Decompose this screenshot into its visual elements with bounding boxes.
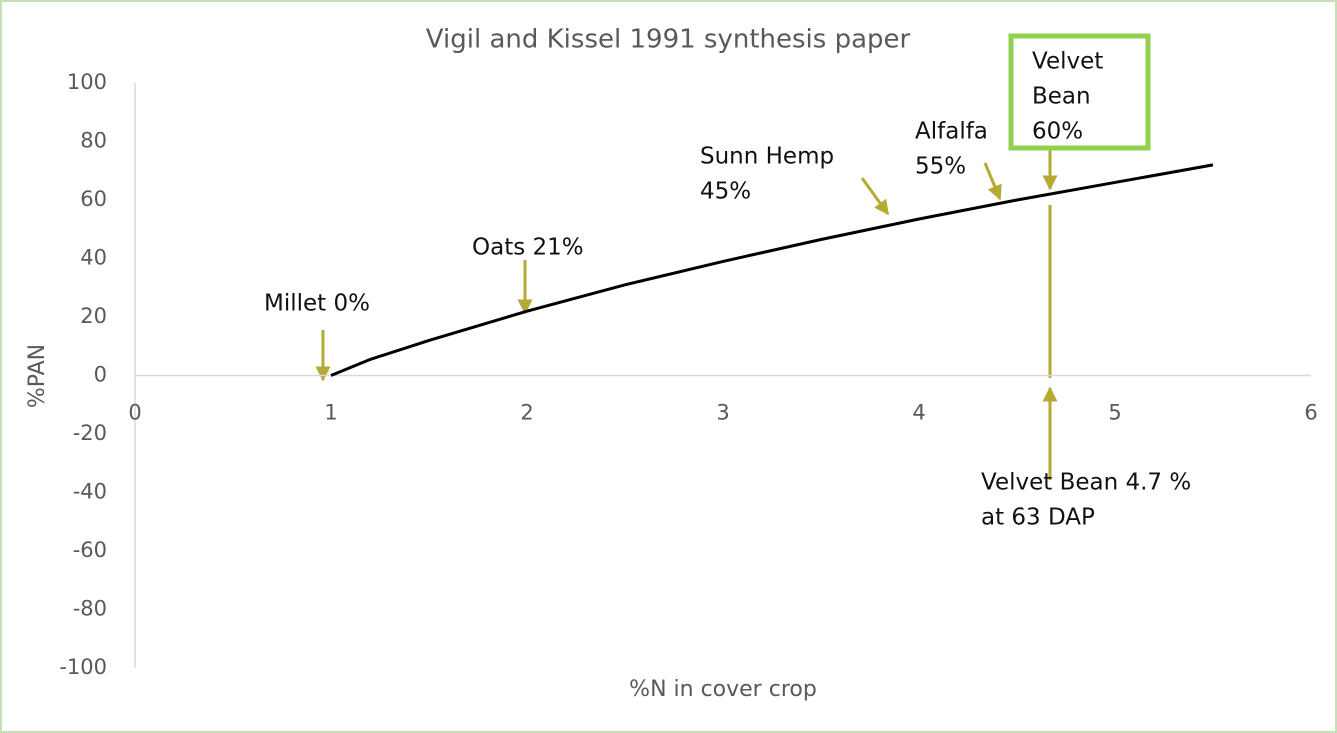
x-tick-label: 4 [912, 401, 925, 425]
y-tick-label: -80 [73, 597, 107, 621]
y-tick-label: -100 [59, 655, 107, 679]
y-axis-label: %PAN [25, 344, 50, 408]
y-tick-label: 60 [80, 187, 107, 211]
y-tick-label: 40 [80, 246, 107, 270]
x-tick-label: 6 [1304, 401, 1317, 425]
y-tick-label: -60 [73, 538, 107, 562]
annotation: 55% [915, 154, 966, 180]
x-tick-label: 0 [128, 401, 141, 425]
x-tick-label: 5 [1108, 401, 1121, 425]
chart-title: Vigil and Kissel 1991 synthesis paper [426, 25, 911, 55]
y-tick-label: 0 [94, 363, 107, 387]
y-tick-label: 20 [80, 304, 107, 328]
annotation: Sunn Hemp [700, 144, 834, 170]
data-line [330, 163, 1214, 377]
x-axis-label: %N in cover crop [629, 677, 817, 702]
highlight-box [1008, 33, 1151, 151]
annotation: Velvet Bean 4.7 % [981, 470, 1191, 496]
annotation: 45% [700, 179, 751, 205]
y-tick-label: 100 [67, 70, 107, 94]
y-tick-label: -20 [73, 421, 107, 445]
x-tick-label: 1 [324, 401, 337, 425]
y-tick-label: -40 [73, 480, 107, 504]
y-tick-label: 80 [80, 129, 107, 153]
annotation: 60% [1032, 119, 1083, 145]
annotation: Velvet [1032, 49, 1103, 75]
arrows [315, 150, 1058, 480]
annotation: Millet 0% [264, 291, 370, 317]
annotation: at 63 DAP [981, 505, 1095, 531]
annotation: Alfalfa [915, 119, 988, 145]
annotation: Bean [1032, 84, 1091, 110]
annotation: Oats 21% [472, 235, 584, 261]
x-tick-label: 2 [520, 401, 533, 425]
x-tick-label: 3 [716, 401, 729, 425]
